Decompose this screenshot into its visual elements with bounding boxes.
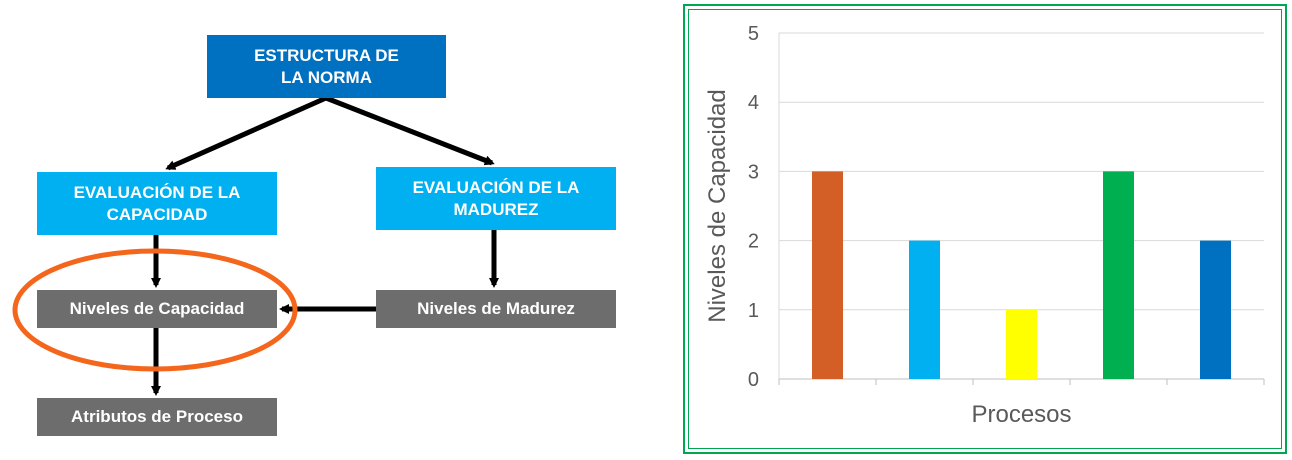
capacity-bar-chart: 0 1 2 3 4 5 Procesos Niveles de Capacidad <box>704 23 1265 428</box>
bar <box>812 171 843 379</box>
chart-frame: 0 1 2 3 4 5 Procesos Niveles de Capacidad <box>683 4 1287 454</box>
process-attributes-box: Atributos de Proceso <box>37 398 277 436</box>
y-tick-label: 4 <box>748 92 759 114</box>
y-tick-label: 0 <box>748 369 759 391</box>
bar <box>1006 309 1037 379</box>
arrow-top-to-maturity <box>325 95 495 166</box>
x-axis-title: Procesos <box>971 401 1071 428</box>
y-axis-title: Niveles de Capacidad <box>704 89 731 322</box>
bar <box>1103 171 1134 379</box>
maturity-levels-box: Niveles de Madurez <box>376 290 616 328</box>
chart-inner-border <box>688 9 1282 449</box>
y-tick-label: 1 <box>748 300 759 322</box>
bar <box>909 240 940 379</box>
maturity-evaluation-box: EVALUACIÓN DE LA MADUREZ <box>376 167 616 230</box>
capacity-levels-box: Niveles de Capacidad <box>37 290 277 328</box>
arrow-top-to-capacity <box>165 95 328 171</box>
bar <box>1200 240 1231 379</box>
y-tick-label: 3 <box>748 161 759 183</box>
y-tick-label: 2 <box>748 231 759 253</box>
capacity-evaluation-box: EVALUACIÓN DE LA CAPACIDAD <box>37 172 277 235</box>
y-tick-label: 5 <box>748 23 759 45</box>
norm-structure-box: ESTRUCTURA DE LA NORMA <box>207 35 446 98</box>
